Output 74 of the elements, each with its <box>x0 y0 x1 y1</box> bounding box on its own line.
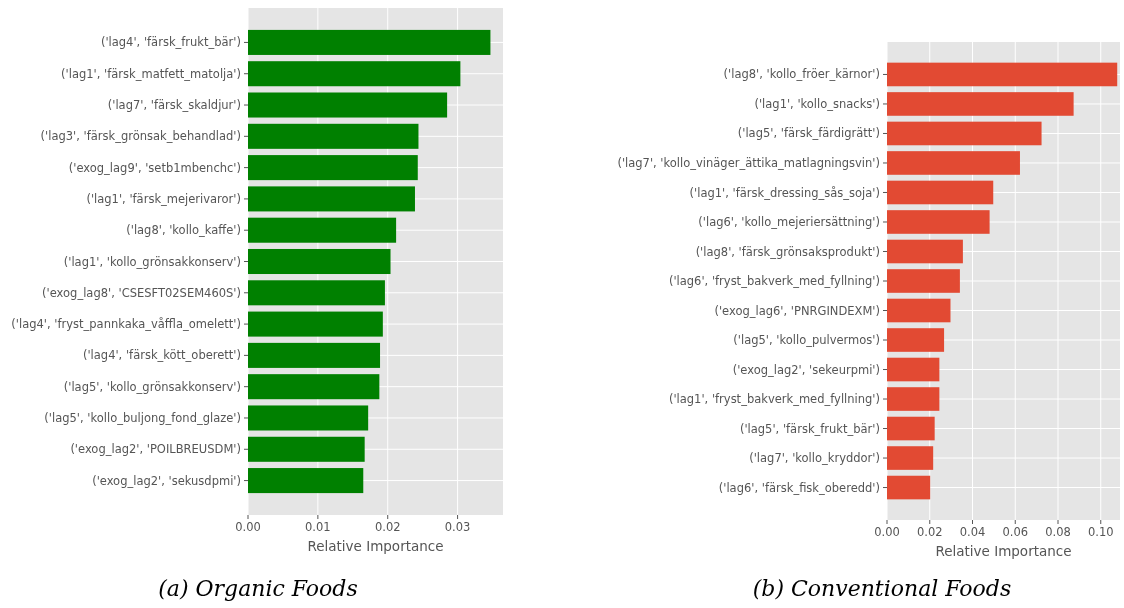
x-tick-label: 0.03 <box>444 520 471 534</box>
y-tick-label: ('lag1', 'fryst_bakverk_med_fyllning') <box>668 392 880 407</box>
y-tick-label: ('lag4', 'färsk_frukt_bär') <box>100 35 241 50</box>
y-tick-label: ('lag6', 'färsk_fisk_oberedd') <box>718 480 880 495</box>
y-tick-label: ('lag5', 'färsk_färdigrätt') <box>737 126 880 141</box>
y-tick-label: ('lag5', 'kollo_pulvermos') <box>733 333 880 348</box>
x-tick-label: 0.10 <box>1087 525 1114 539</box>
y-tick-label: ('lag8', 'kollo_fröer_kärnor') <box>723 67 880 82</box>
bar <box>887 210 990 234</box>
x-tick-label: 0.02 <box>916 525 943 539</box>
text: (a) Organic Foods <box>158 576 358 601</box>
y-tick-label: ('lag1', 'kollo_grönsakkonserv') <box>63 254 241 269</box>
bar <box>248 186 415 212</box>
y-tick-label: ('lag8', 'kollo_kaffe') <box>126 223 241 238</box>
bar <box>887 269 960 293</box>
bar <box>248 405 369 431</box>
x-tick-label: 0.01 <box>305 520 331 534</box>
y-tick-label: ('lag1', 'färsk_mejerivaror') <box>86 191 241 206</box>
y-tick-label: ('exog_lag9', 'setb1mbenchc') <box>68 160 241 175</box>
bar <box>248 92 448 118</box>
x-tick-label: 0.04 <box>959 525 986 539</box>
x-tick-label: 0.00 <box>874 525 900 539</box>
bar <box>248 29 491 55</box>
bar <box>248 374 380 400</box>
y-tick-label: ('lag5', 'kollo_grönsakkonserv') <box>63 379 241 394</box>
x-axis-title: Relative Importance <box>307 538 444 554</box>
y-tick-label: ('lag4', 'färsk_kött_oberett') <box>82 348 241 363</box>
bar <box>887 121 1042 146</box>
bar <box>887 151 1020 175</box>
y-tick-label: ('lag6', 'kollo_mejeriersättning') <box>698 215 880 230</box>
y-tick-label: ('lag7', 'färsk_skaldjur') <box>107 98 241 113</box>
x-tick-label: 0.02 <box>374 520 401 534</box>
x-tick-label: 0.08 <box>1045 525 1071 539</box>
x-axis-title: Relative Importance <box>935 543 1072 559</box>
bar <box>887 416 935 441</box>
bar <box>887 446 934 470</box>
y-tick-label: ('exog_lag8', 'CSESFT02SEM460S') <box>42 285 241 300</box>
y-tick-label: ('lag6', 'fryst_bakverk_med_fyllning') <box>668 274 880 289</box>
y-tick-label: ('lag1', 'färsk_matfett_matolja') <box>61 66 241 81</box>
bar <box>248 468 364 494</box>
y-tick-label: ('lag7', 'kollo_kryddor') <box>749 451 880 466</box>
bar <box>887 298 951 323</box>
bar <box>887 328 945 352</box>
y-tick-label: ('lag5', 'kollo_buljong_fond_glaze') <box>44 411 241 426</box>
y-tick-label: ('lag7', 'kollo_vinäger_ättika_matlagningsvin') <box>617 156 880 170</box>
bar <box>248 217 397 243</box>
bar <box>887 475 931 500</box>
bar <box>887 387 940 411</box>
y-tick-label: ('lag1', 'kollo_snacks') <box>754 96 880 111</box>
y-tick-label: ('lag8', 'färsk_grönsaksprodukt') <box>695 244 880 259</box>
bar <box>887 180 994 205</box>
bar <box>887 239 963 264</box>
bar <box>248 311 383 337</box>
bar <box>248 123 419 149</box>
bar <box>248 342 381 368</box>
y-tick-label: ('lag3', 'färsk_grönsak_behandlad') <box>40 129 241 144</box>
bar <box>248 436 365 462</box>
y-tick-label: ('exog_lag2', 'POILBREUSDM') <box>70 442 241 457</box>
bar <box>248 248 391 275</box>
bar <box>887 62 1118 87</box>
y-tick-label: ('lag1', 'färsk_dressing_sås_soja') <box>689 185 880 200</box>
x-tick-label: 0.00 <box>235 520 261 534</box>
y-tick-label: ('lag5', 'färsk_frukt_bär') <box>739 421 880 436</box>
bar <box>887 357 940 382</box>
bar <box>248 155 418 181</box>
y-tick-label: ('exog_lag2', 'sekeurpmi') <box>732 362 880 377</box>
y-tick-label: ('exog_lag6', 'PNRGINDEXM') <box>714 303 880 318</box>
bar <box>887 92 1074 116</box>
text: (b) Conventional Foods <box>752 576 1012 601</box>
y-tick-label: ('exog_lag2', 'sekusdpmi') <box>92 473 241 488</box>
x-tick-label: 0.06 <box>1002 525 1029 539</box>
bar <box>248 61 461 87</box>
y-tick-label: ('lag4', 'fryst_pannkaka_våffla_omelett') <box>11 317 241 332</box>
bar <box>248 280 385 306</box>
